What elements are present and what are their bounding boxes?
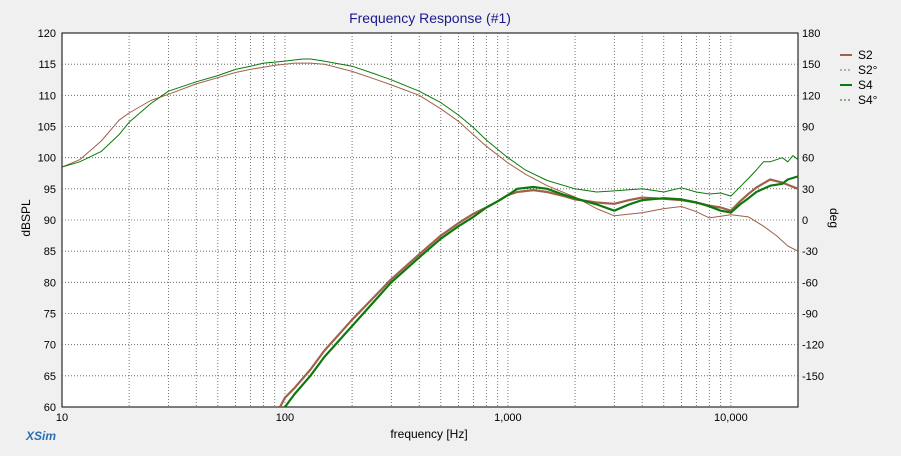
y-tick-label: 115 [38,59,56,71]
y-tick-label: 65 [44,371,56,383]
series-lines [62,58,798,407]
series-line-s4 [284,175,798,407]
y2-tick-label: 120 [802,90,820,102]
y-tick-label: 60 [44,402,56,414]
y-axis-label: dBSPL [19,199,33,237]
grid [62,33,798,407]
legend-label: S4° [858,93,878,107]
y-tick-label: 80 [44,277,56,289]
y2-tick-label: 60 [802,153,814,165]
y-tick-label: 120 [38,28,56,40]
xsim-logo: XSim [25,429,56,443]
y-axis-ticks: 60 65 70 75 80 85 90 95 100 105 110 115 120 [38,28,56,414]
y2-axis-ticks: -150 -120 -90 -60 -30 0 30 60 90 120 150 180 [802,28,824,383]
y-tick-label: 100 [38,153,56,165]
y2-tick-label: 30 [802,184,814,196]
x-tick-label: 1,000 [494,412,522,424]
y2-tick-label: -30 [802,246,818,258]
y-tick-label: 110 [38,90,56,102]
y2-tick-label: -120 [802,340,824,352]
legend-label: S2° [858,63,878,77]
y2-tick-label: -90 [802,309,818,321]
x-axis-label: frequency [Hz] [390,427,467,441]
x-axis-ticks: 10 100 1,000 10,000 [56,412,748,424]
x-tick-label: 10 [56,412,68,424]
y2-tick-label: 150 [802,59,820,71]
y-tick-label: 75 [44,309,56,321]
y-tick-label: 70 [44,340,56,352]
y-tick-label: 105 [38,122,56,134]
y-tick-label: 90 [44,215,56,227]
chart-title: Frequency Response (#1) [349,10,511,26]
legend-label: S4 [858,78,873,92]
series-line-s2-phase [62,62,798,252]
y2-axis-label: deg [827,208,841,228]
y2-tick-label: -150 [802,371,824,383]
y2-tick-label: 90 [802,122,814,134]
y2-tick-label: -60 [802,277,818,289]
y-tick-label: 85 [44,246,56,258]
y2-tick-label: 180 [802,28,820,40]
plot-area [61,32,799,408]
series-line-s2 [279,178,798,407]
x-tick-label: 100 [276,412,294,424]
series-line-s4-phase [62,58,798,197]
x-tick-label: 10,000 [714,412,748,424]
legend-label: S2 [858,48,873,62]
y-tick-label: 95 [44,184,56,196]
y2-tick-label: 0 [802,215,808,227]
